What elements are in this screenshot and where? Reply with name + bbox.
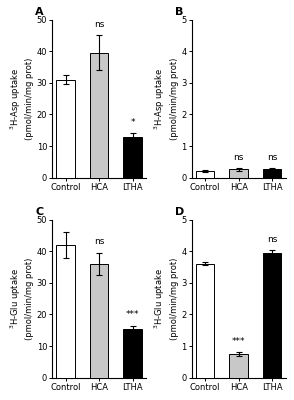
- Bar: [90, 53, 108, 178]
- Bar: [263, 253, 281, 378]
- Bar: [56, 245, 75, 378]
- Text: D: D: [175, 207, 184, 217]
- Text: ns: ns: [233, 153, 244, 162]
- Bar: [196, 171, 214, 178]
- Text: ***: ***: [126, 310, 139, 319]
- Text: ns: ns: [267, 235, 277, 244]
- Text: ***: ***: [232, 336, 245, 346]
- Bar: [123, 137, 142, 178]
- Y-axis label: $^3$H-Glu uptake
(pmol/min/mg prot): $^3$H-Glu uptake (pmol/min/mg prot): [8, 258, 34, 340]
- Text: ns: ns: [94, 20, 104, 29]
- Bar: [56, 80, 75, 178]
- Bar: [90, 264, 108, 378]
- Text: ns: ns: [267, 153, 277, 162]
- Text: B: B: [175, 7, 183, 17]
- Bar: [229, 169, 248, 178]
- Y-axis label: $^3$H-Asp uptake
(pmol/min/mg prot): $^3$H-Asp uptake (pmol/min/mg prot): [8, 58, 34, 140]
- Text: ns: ns: [94, 238, 104, 246]
- Bar: [123, 329, 142, 378]
- Y-axis label: $^3$H-Asp uptake
(pmol/min/mg prot): $^3$H-Asp uptake (pmol/min/mg prot): [153, 58, 178, 140]
- Bar: [229, 354, 248, 378]
- Y-axis label: $^3$H-Glu uptake
(pmol/min/mg prot): $^3$H-Glu uptake (pmol/min/mg prot): [153, 258, 178, 340]
- Text: A: A: [35, 7, 44, 17]
- Text: *: *: [131, 118, 135, 127]
- Bar: [263, 169, 281, 178]
- Text: C: C: [35, 207, 43, 217]
- Bar: [196, 264, 214, 378]
